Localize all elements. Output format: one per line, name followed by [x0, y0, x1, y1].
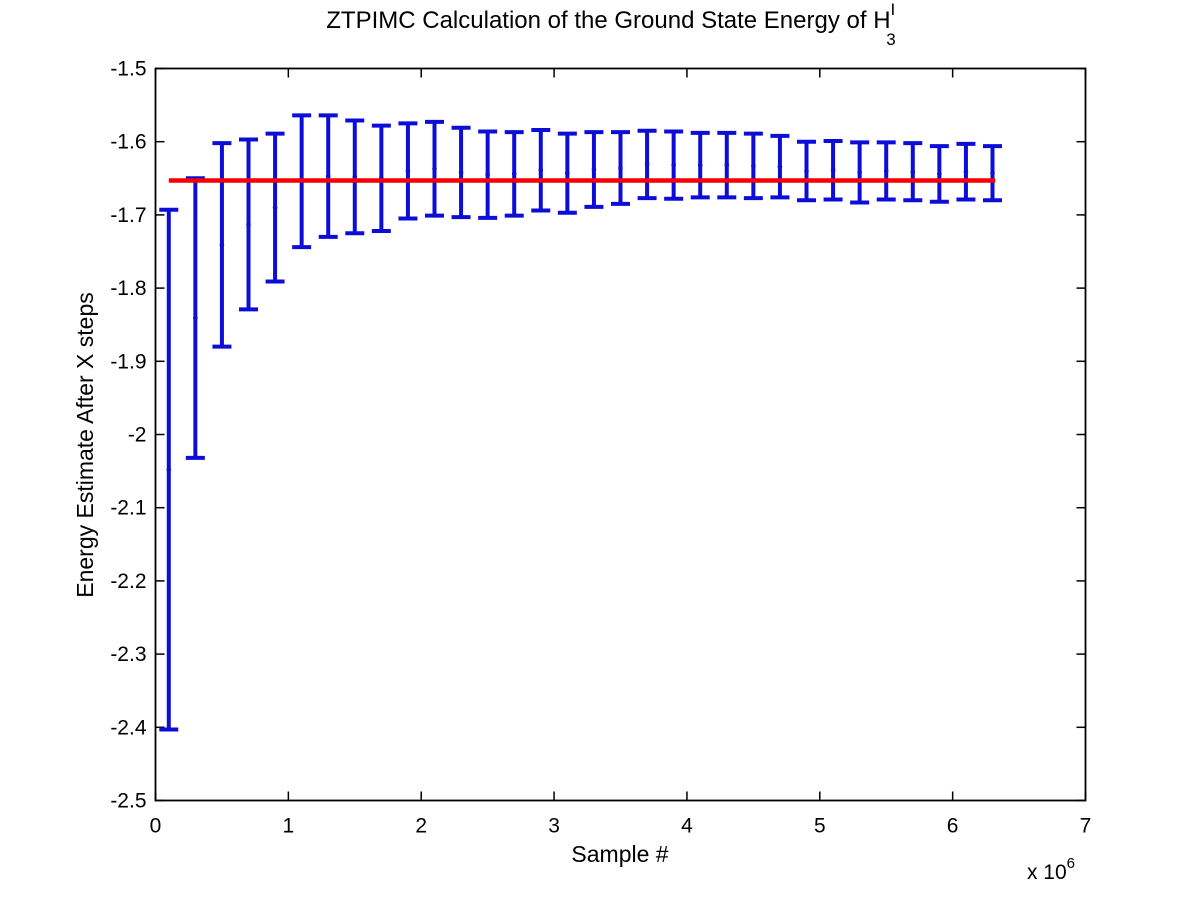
data-point-marker	[272, 205, 278, 210]
error-bar	[717, 130, 737, 200]
data-point-marker	[963, 169, 969, 175]
error-bar	[797, 139, 816, 203]
data-point-marker	[990, 170, 995, 176]
data-point-marker	[246, 222, 251, 227]
error-bar	[743, 131, 763, 201]
data-point-marker	[485, 172, 490, 177]
data-point-marker	[591, 167, 597, 172]
x-tick-label: 5	[814, 815, 826, 838]
data-point-marker	[830, 167, 836, 173]
data-point-marker	[219, 242, 225, 248]
x-tick-label: 7	[1080, 815, 1092, 838]
error-bar	[611, 130, 630, 206]
error-bar	[557, 131, 577, 215]
y-tick-label: -1.6	[110, 131, 146, 154]
error-bar	[531, 127, 551, 213]
x-tick-label: 6	[947, 815, 959, 838]
error-bar	[265, 131, 285, 284]
y-tick-label: -2.3	[110, 643, 146, 666]
plot-title-main: ZTPIMC Calculation of the Ground State E…	[326, 7, 890, 34]
error-bar	[478, 129, 498, 220]
error-bar	[345, 118, 365, 236]
y-tick-label: -2	[128, 424, 147, 447]
y-tick-label: -1.9	[110, 350, 146, 373]
axes-layer: 0 1 2 3 4 5 6 7 -1.5 -1.6 -1.7 -1.8 -1.9 -2 -2.1 -2.2 -2…	[110, 58, 1091, 838]
x-tick-label: 4	[681, 815, 693, 838]
error-bar	[664, 129, 684, 201]
data-point-marker	[325, 173, 331, 179]
data-point-marker	[511, 171, 517, 177]
error-bar	[637, 128, 657, 201]
x-tick-label: 3	[548, 815, 560, 838]
error-bar-series	[159, 113, 1002, 732]
data-point-marker	[405, 168, 411, 174]
data-point-marker	[671, 162, 676, 168]
y-tick-label: -2.5	[110, 790, 146, 813]
error-bar	[398, 121, 418, 221]
y-tick-label: -2.1	[110, 497, 146, 520]
data-point-marker	[883, 168, 889, 174]
data-point-marker	[724, 162, 730, 168]
error-bar	[239, 137, 258, 312]
data-point-marker	[910, 169, 916, 175]
x-tick-label: 1	[283, 815, 295, 838]
data-point-marker	[644, 162, 650, 167]
data-point-marker	[937, 171, 942, 177]
data-point-marker	[777, 164, 783, 169]
data-point-marker	[352, 174, 358, 180]
error-bar	[876, 140, 896, 202]
data-point-marker	[697, 162, 703, 168]
error-bar	[850, 140, 870, 205]
plot-title-superscript: I	[891, 0, 896, 19]
error-bar	[212, 141, 232, 349]
error-bar	[823, 138, 843, 202]
data-point-marker	[751, 163, 756, 169]
data-point-marker	[458, 170, 464, 175]
data-point-marker	[166, 467, 172, 472]
plot-title-subscript: 3	[886, 30, 895, 49]
y-axis-label: Energy Estimate After X steps	[72, 292, 98, 598]
error-bar	[318, 113, 338, 239]
y-tick-label: -1.8	[110, 277, 146, 300]
x-axis-multiplier: x 106	[1027, 855, 1075, 884]
plot-title: ZTPIMC Calculation of the Ground State E…	[326, 0, 895, 49]
error-bar	[425, 119, 444, 218]
error-bar	[159, 207, 179, 732]
error-bar	[690, 130, 710, 200]
data-point-marker	[804, 168, 809, 174]
x-tick-label: 0	[150, 815, 162, 838]
error-bar	[770, 133, 790, 200]
error-bar	[983, 144, 1002, 203]
y-tick-label: -1.5	[110, 58, 146, 81]
x-axis-multiplier-exponent: 6	[1067, 855, 1075, 872]
error-bar	[903, 141, 923, 203]
data-point-marker	[193, 315, 198, 321]
error-bar	[956, 141, 976, 202]
y-tick-label: -2.4	[110, 716, 147, 739]
data-point-marker	[432, 166, 437, 172]
data-point-marker	[857, 170, 862, 175]
y-tick-label: -1.7	[110, 204, 146, 227]
error-bar	[185, 176, 205, 460]
data-point-marker	[565, 170, 570, 176]
error-bar	[451, 125, 471, 220]
data-point-marker	[538, 167, 544, 173]
x-axis-multiplier-base: x 10	[1027, 861, 1067, 884]
data-point-marker	[618, 165, 623, 171]
x-axis-label: Sample #	[571, 841, 668, 867]
error-bar	[929, 144, 949, 204]
error-bar	[504, 130, 524, 218]
x-tick-label: 2	[415, 815, 427, 838]
y-tick-label: -2.2	[110, 570, 146, 593]
error-bar	[584, 130, 604, 209]
